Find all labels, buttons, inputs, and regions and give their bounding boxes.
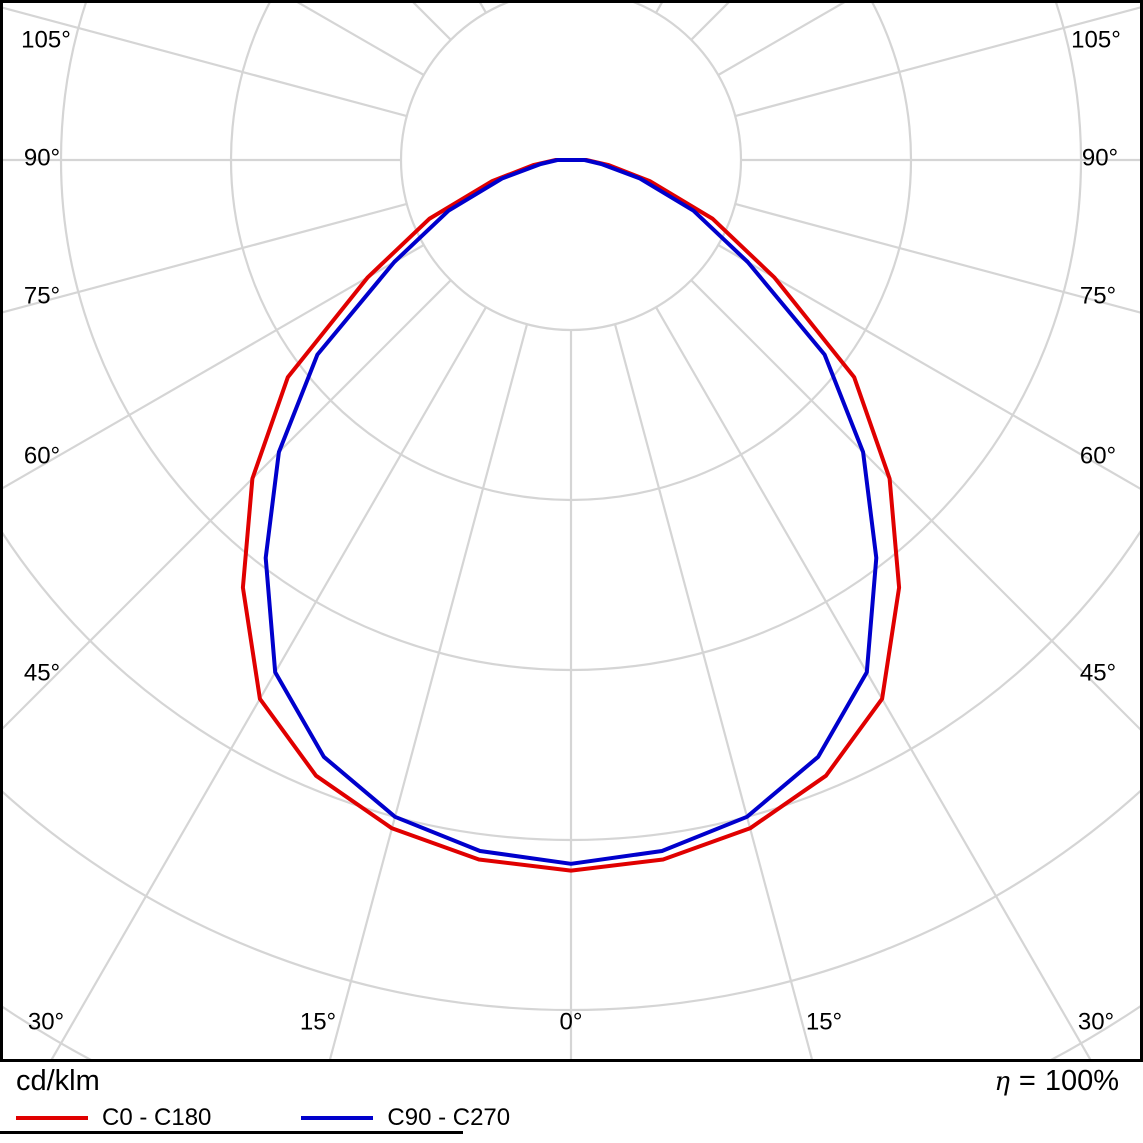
- angle-label: 60°: [24, 443, 60, 470]
- angle-label: 75°: [1080, 283, 1116, 310]
- grid-ray: [734, 5, 1143, 118]
- curve-c0-c180: [240, 158, 902, 873]
- angle-label: 15°: [300, 1009, 336, 1036]
- light-output-ratio: η = 100%: [994, 1066, 1119, 1097]
- eta-value: 100%: [1044, 1065, 1119, 1097]
- angle-label: 105°: [1071, 27, 1121, 54]
- angle-label: 105°: [21, 27, 71, 54]
- grid-ray: [655, 306, 1094, 1062]
- angle-label: 30°: [1078, 1009, 1114, 1036]
- c90-c270-color-line: [301, 1116, 374, 1120]
- angle-label: 0°: [560, 1009, 583, 1036]
- c0-c180-color-line: [16, 1116, 88, 1120]
- grid-ray: [0, 5, 408, 118]
- legend: C0 - C180 C90 - C270: [16, 1103, 510, 1133]
- grid-ray: [690, 279, 1143, 734]
- curve-c90-c270: [263, 158, 879, 866]
- angle-label: 90°: [24, 145, 60, 172]
- units-label: cd/klm: [16, 1065, 100, 1097]
- grid-ray: [0, 202, 408, 315]
- polar-intensity-chart: 105° 90° 75° 60° 45° 30° 15° 0° 15° 30° 45° 60° 75° 9…: [0, 0, 1143, 1062]
- c0-c180-label: C0 - C180: [102, 1104, 212, 1131]
- angle-label: 60°: [1080, 443, 1116, 470]
- legend-item-c0-c180: C0 - C180: [16, 1104, 211, 1132]
- grid-ray: [613, 323, 814, 1062]
- angle-label: 30°: [28, 1009, 64, 1036]
- eta-equals: =: [1018, 1065, 1036, 1097]
- c90-c270-label: C90 - C270: [387, 1104, 511, 1131]
- grid-ray: [328, 323, 529, 1062]
- eta-symbol: η: [994, 1067, 1010, 1097]
- legend-underline: [0, 1131, 463, 1134]
- angle-label: 15°: [806, 1009, 842, 1036]
- grid-ray: [0, 244, 425, 491]
- grid-ring: [399, 0, 743, 332]
- grid-ray: [0, 279, 452, 733]
- grid-ray: [48, 306, 487, 1062]
- angle-label: 45°: [1080, 660, 1116, 687]
- angle-label: 90°: [1082, 145, 1118, 172]
- legend-item-c90-c270: C90 - C270: [301, 1104, 510, 1132]
- grid-ray: [734, 202, 1143, 315]
- grid-ray: [717, 244, 1143, 492]
- angle-label: 75°: [24, 283, 60, 310]
- angle-label: 45°: [24, 660, 60, 687]
